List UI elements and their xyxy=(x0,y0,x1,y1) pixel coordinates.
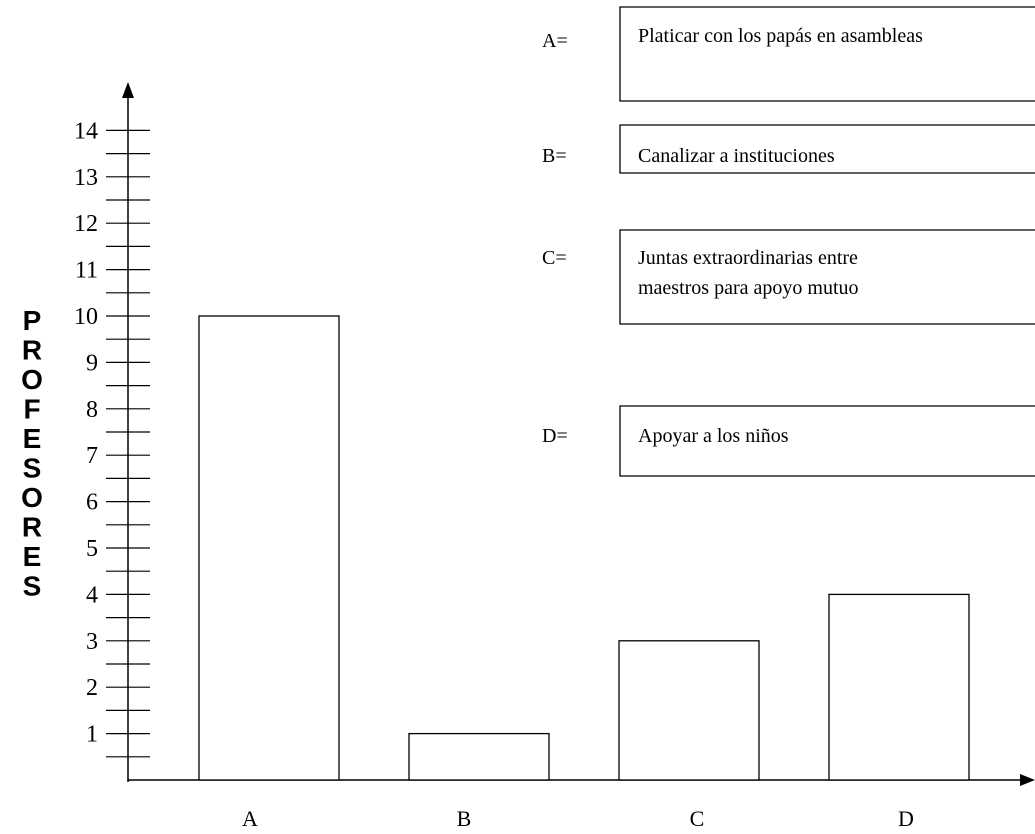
x-tick-label: A xyxy=(242,806,258,831)
bar-b xyxy=(408,732,550,781)
x-tick-label: D xyxy=(898,806,914,831)
legend: A= Platicar con los papás en asambleas B= C… xyxy=(542,6,1035,477)
y-tick-label: 10 xyxy=(74,304,98,330)
y-tick-label: 11 xyxy=(75,258,98,284)
legend-key: C= xyxy=(542,247,567,269)
legend-box xyxy=(619,229,1035,325)
y-tick-label: 12 xyxy=(74,211,98,237)
y-axis xyxy=(122,82,134,782)
y-tick-label: 2 xyxy=(86,675,98,701)
y-ticks xyxy=(106,129,150,758)
x-tick-label: B xyxy=(457,806,472,831)
legend-key: A= xyxy=(542,30,568,52)
legend-box xyxy=(619,124,1035,174)
y-axis-arrow-icon xyxy=(122,82,134,98)
y-tick-label: 3 xyxy=(86,629,98,655)
y-tick-label: 9 xyxy=(86,350,98,376)
legend-box xyxy=(619,405,1035,477)
bar-a xyxy=(198,315,340,781)
y-tick-label: 5 xyxy=(86,536,98,562)
legend-text: Apoyar a los niños xyxy=(638,425,789,447)
bar-d xyxy=(828,593,970,781)
legend-text: Canalizar a instituciones xyxy=(638,145,835,167)
x-tick-labels: A B C D xyxy=(242,806,914,831)
y-tick-label: 8 xyxy=(86,397,98,423)
y-tick-label: 7 xyxy=(86,443,98,469)
x-tick-label: C xyxy=(690,806,705,831)
bars xyxy=(198,315,970,781)
y-tick-label: 4 xyxy=(86,582,98,608)
bar-c xyxy=(618,640,760,781)
y-tick-label: 13 xyxy=(74,165,98,191)
legend-box xyxy=(619,6,1035,102)
x-axis-arrow-icon xyxy=(1020,774,1035,786)
legend-text: maestros para apoyo mutuo xyxy=(638,277,859,299)
y-tick-label: 14 xyxy=(74,118,98,144)
y-tick-label: 6 xyxy=(86,490,98,516)
legend-key: B= xyxy=(542,145,567,167)
y-tick-label: 1 xyxy=(86,722,98,748)
legend-text: Platicar con los papás en asambleas xyxy=(638,25,923,47)
legend-text: Juntas extraordinarias entre xyxy=(638,247,858,269)
legend-key: D= xyxy=(542,425,568,447)
